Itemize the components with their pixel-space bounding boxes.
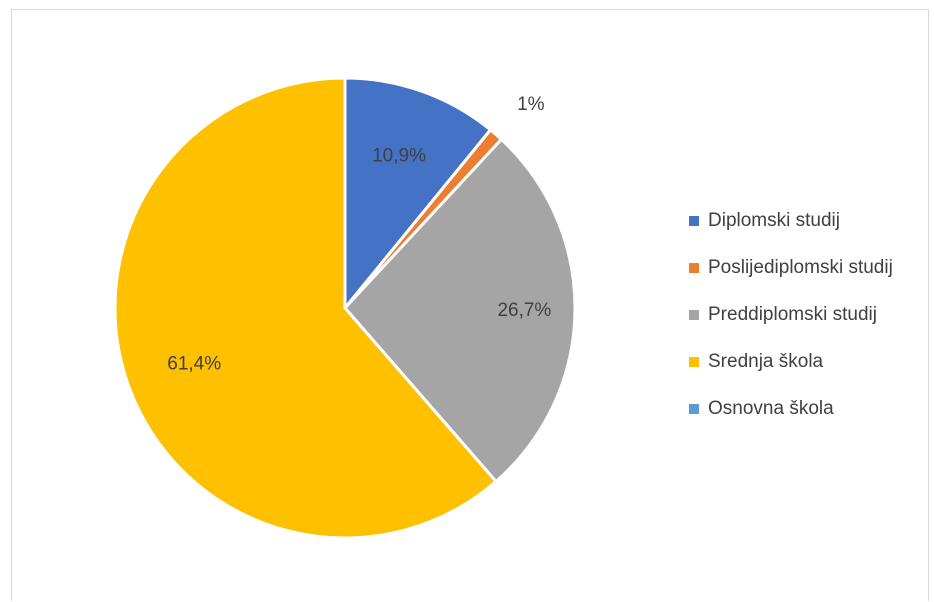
data-label-srednja: 61,4% [167, 353, 221, 374]
legend-label-poslijediplomski: Poslijediplomski studij [708, 256, 893, 278]
slice-preddiplomski [343, 137, 577, 483]
legend-item-srednja: Srednja škola [689, 338, 893, 385]
data-label-poslijediplomski: 1% [517, 94, 545, 115]
data-label-preddiplomski: 26,7% [497, 300, 551, 321]
legend-label-diplomski: Diplomski studij [708, 209, 840, 231]
slice-srednja [113, 76, 498, 540]
legend-item-diplomski: Diplomski studij [689, 197, 893, 244]
legend-label-preddiplomski: Preddiplomski studij [708, 303, 877, 325]
legend-label-srednja: Srednja škola [708, 350, 824, 372]
legend-swatch-diplomski [689, 215, 699, 226]
legend-swatch-poslijediplomski [689, 262, 699, 273]
slice-diplomski [343, 76, 492, 310]
legend-item-preddiplomski: Preddiplomski studij [689, 291, 893, 338]
legend: Diplomski studij Poslijediplomski studij… [689, 197, 893, 432]
legend-swatch-osnovna [689, 403, 699, 414]
legend-item-poslijediplomski: Poslijediplomski studij [689, 244, 893, 291]
legend-swatch-preddiplomski [689, 309, 699, 320]
legend-swatch-srednja [689, 356, 699, 367]
data-label-diplomski: 10,9% [372, 145, 426, 166]
legend-item-osnovna: Osnovna škola [689, 385, 893, 432]
legend-label-osnovna: Osnovna škola [708, 397, 834, 419]
